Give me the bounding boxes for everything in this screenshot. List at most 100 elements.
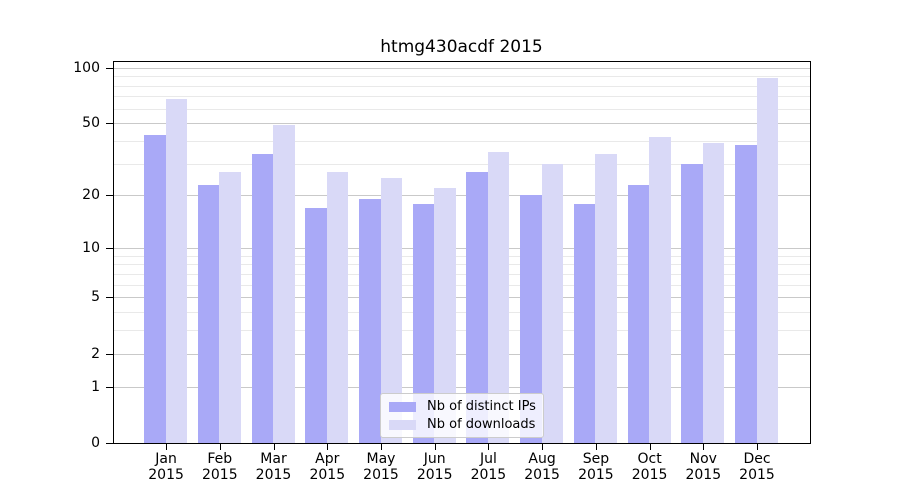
bar-distinct-ips-dec bbox=[735, 145, 757, 443]
x-tick-label-aug: Aug 2015 bbox=[502, 451, 582, 483]
x-tick-label-apr: Apr 2015 bbox=[287, 451, 367, 483]
legend-row-distinct-ips: Nb of distinct IPs bbox=[389, 399, 536, 414]
gridline-minor-4 bbox=[113, 312, 810, 314]
y-tick-label-10: 10 bbox=[82, 239, 100, 256]
gridline-major-50 bbox=[113, 123, 810, 125]
bar-downloads-apr bbox=[326, 171, 349, 443]
bar-distinct-ips-jan bbox=[144, 135, 166, 443]
x-tick-label-month: Jul bbox=[479, 451, 497, 467]
gridline-minor-70 bbox=[113, 96, 810, 98]
chart-title: htmg430acdf 2015 bbox=[380, 37, 543, 57]
y-tick-20 bbox=[106, 195, 113, 197]
x-tick-label-year: 2015 bbox=[578, 467, 614, 483]
x-tick-feb bbox=[219, 444, 221, 450]
gridline-minor-6 bbox=[113, 284, 810, 286]
y-tick-label-0: 0 bbox=[91, 435, 100, 451]
y-tick-label-2: 2 bbox=[91, 345, 100, 362]
x-tick-label-mar: Mar 2015 bbox=[234, 451, 314, 483]
x-tick-label-year: 2015 bbox=[524, 467, 560, 483]
y-tick-label-50: 50 bbox=[82, 115, 100, 132]
y-tick-label-1: 1 bbox=[91, 378, 100, 395]
bar-downloads-oct bbox=[649, 137, 671, 443]
bar-downloads-feb bbox=[219, 171, 241, 443]
x-tick-label-jun: Jun 2015 bbox=[395, 451, 475, 483]
axis-spine-right bbox=[810, 61, 811, 444]
x-tick-label-year: 2015 bbox=[309, 467, 346, 483]
gridline-minor-80 bbox=[113, 85, 810, 87]
legend-row-downloads: Nb of downloads bbox=[389, 417, 535, 432]
x-tick-label-sep: Sep 2015 bbox=[556, 451, 636, 483]
x-tick-label-oct: Oct 2015 bbox=[610, 451, 690, 483]
x-tick-label-year: 2015 bbox=[685, 467, 722, 483]
x-tick-label-month: May bbox=[366, 451, 396, 467]
y-tick-1 bbox=[106, 386, 113, 388]
bar-downloads-may bbox=[380, 178, 402, 443]
x-tick-mar bbox=[273, 444, 275, 450]
x-tick-jan bbox=[166, 444, 168, 450]
x-tick-sep bbox=[595, 444, 597, 450]
bar-downloads-jul bbox=[487, 151, 510, 443]
gridline-major-5 bbox=[113, 297, 810, 299]
x-tick-label-year: 2015 bbox=[739, 467, 775, 483]
gridline-major-100 bbox=[113, 67, 810, 69]
y-tick-5 bbox=[106, 297, 113, 299]
x-tick-label-month: Sep bbox=[582, 451, 610, 467]
x-tick-label-month: Mar bbox=[260, 451, 287, 467]
x-tick-label-month: Nov bbox=[689, 451, 717, 467]
gridline-minor-7 bbox=[113, 273, 810, 275]
bar-downloads-dec bbox=[756, 77, 778, 443]
bar-distinct-ips-jul bbox=[466, 171, 488, 443]
bar-downloads-sep bbox=[595, 153, 617, 443]
bar-distinct-ips-nov bbox=[681, 163, 703, 443]
x-tick-label-month: Apr bbox=[315, 451, 340, 467]
y-tick-50 bbox=[106, 123, 113, 125]
x-tick-label-month: Oct bbox=[637, 451, 662, 467]
x-tick-label-month: Feb bbox=[207, 451, 233, 467]
axis-spine-bottom bbox=[113, 443, 810, 444]
x-tick-apr bbox=[327, 444, 329, 450]
y-tick-label-100: 100 bbox=[73, 59, 100, 76]
y-tick-label-20: 20 bbox=[82, 187, 100, 204]
x-tick-label-jan: Jan 2015 bbox=[126, 451, 206, 483]
bar-distinct-ips-may bbox=[359, 199, 381, 443]
axis-spine-left bbox=[113, 61, 114, 444]
legend: Nb of distinct IPs Nb of downloads bbox=[380, 393, 544, 438]
x-tick-label-year: 2015 bbox=[148, 467, 184, 483]
x-tick-label-nov: Nov 2015 bbox=[663, 451, 743, 483]
x-tick-jul bbox=[488, 444, 490, 450]
bar-distinct-ips-jun bbox=[412, 203, 435, 443]
x-tick-label-year: 2015 bbox=[255, 467, 292, 483]
gridline-major-1 bbox=[113, 386, 810, 388]
legend-label-downloads: Nb of downloads bbox=[427, 417, 536, 432]
bar-distinct-ips-apr bbox=[305, 207, 327, 443]
gridline-major-20 bbox=[113, 195, 810, 197]
bar-distinct-ips-mar bbox=[251, 153, 273, 443]
y-tick-label-5: 5 bbox=[91, 289, 100, 306]
bar-distinct-ips-feb bbox=[197, 184, 220, 443]
gridline-minor-3 bbox=[113, 330, 810, 332]
gridline-major-10 bbox=[113, 247, 810, 249]
y-tick-100 bbox=[106, 67, 113, 69]
gridline-minor-8 bbox=[113, 264, 810, 266]
x-tick-dec bbox=[757, 444, 758, 450]
x-tick-jun bbox=[434, 444, 436, 450]
gridline-minor-60 bbox=[113, 108, 810, 110]
bar-distinct-ips-oct bbox=[627, 184, 650, 443]
y-tick-2 bbox=[106, 353, 113, 355]
x-tick-label-month: Dec bbox=[743, 451, 771, 467]
y-tick-0 bbox=[106, 443, 113, 444]
x-tick-label-year: 2015 bbox=[416, 467, 453, 483]
bar-downloads-mar bbox=[273, 124, 295, 443]
x-tick-label-year: 2015 bbox=[363, 467, 399, 483]
gridline-minor-30 bbox=[113, 163, 810, 165]
gridline-major-2 bbox=[113, 353, 810, 355]
gridline-minor-90 bbox=[113, 76, 810, 78]
x-tick-label-year: 2015 bbox=[631, 467, 668, 483]
legend-swatch-distinct-ips bbox=[389, 401, 416, 412]
x-tick-may bbox=[381, 444, 382, 450]
x-tick-label-month: Aug bbox=[528, 451, 556, 467]
x-tick-label-year: 2015 bbox=[201, 467, 238, 483]
x-tick-label-dec: Dec 2015 bbox=[717, 451, 797, 483]
x-tick-label-year: 2015 bbox=[470, 467, 507, 483]
